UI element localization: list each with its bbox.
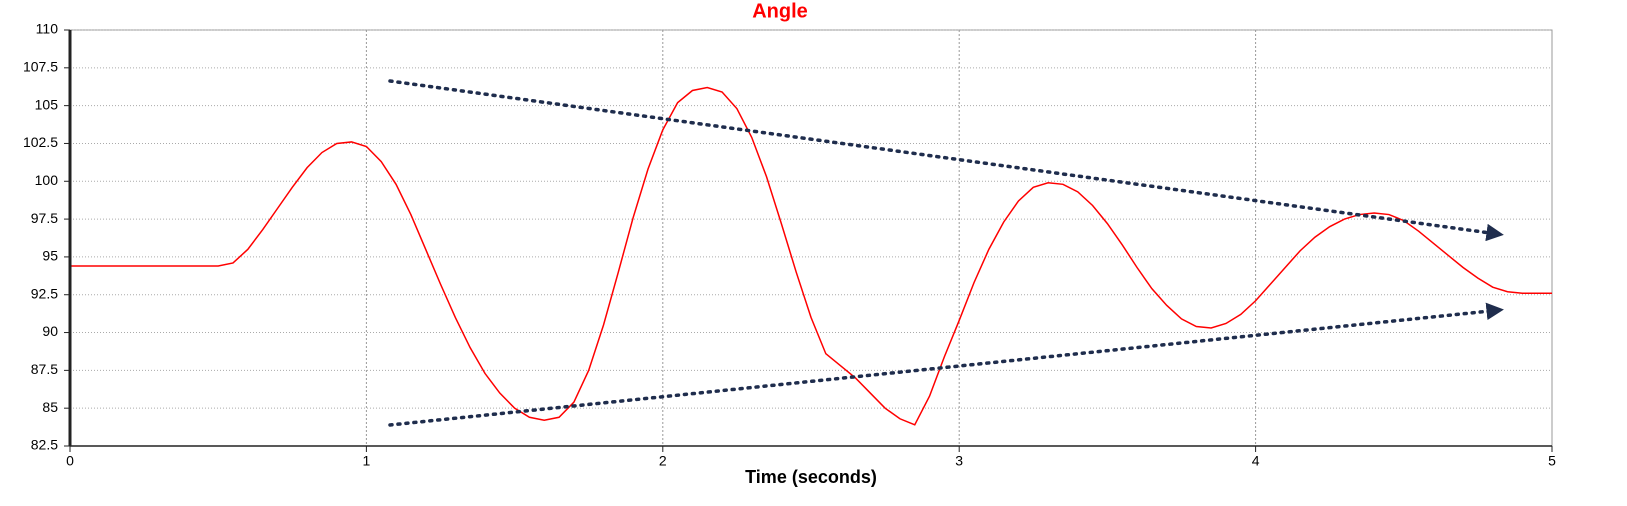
y-tick-label: 90 (42, 323, 58, 339)
x-tick-label: 5 (1548, 453, 1556, 469)
grid (64, 29, 1553, 452)
y-tick-label: 87.5 (31, 361, 58, 377)
y-tick-label: 85 (42, 399, 58, 415)
x-tick-label: 2 (659, 453, 667, 469)
marks (70, 86, 1552, 426)
y-tick-label: 100 (35, 172, 59, 188)
plot-frame (69, 29, 1553, 447)
trend-arrow-lower (388, 302, 1504, 427)
x-axis-label: Time (seconds) (745, 467, 877, 487)
y-tick-label: 92.5 (31, 285, 58, 301)
x-tick-label: 1 (363, 453, 371, 469)
data-line (70, 86, 1552, 426)
y-tick-label: 105 (35, 96, 59, 112)
y-tick-label: 102.5 (23, 134, 58, 150)
x-tick-label: 4 (1252, 453, 1260, 469)
x-tick-label: 3 (955, 453, 963, 469)
chart-title: Angle (752, 0, 808, 22)
x-tick-label: 0 (66, 453, 74, 469)
y-tick-label: 110 (36, 21, 59, 37)
y-tick-label: 82.5 (31, 437, 58, 453)
y-tick-label: 107.5 (23, 59, 58, 75)
y-tick-label: 95 (42, 248, 58, 264)
y-tick-label: 97.5 (31, 210, 58, 226)
trend-arrow-upper (388, 79, 1504, 242)
